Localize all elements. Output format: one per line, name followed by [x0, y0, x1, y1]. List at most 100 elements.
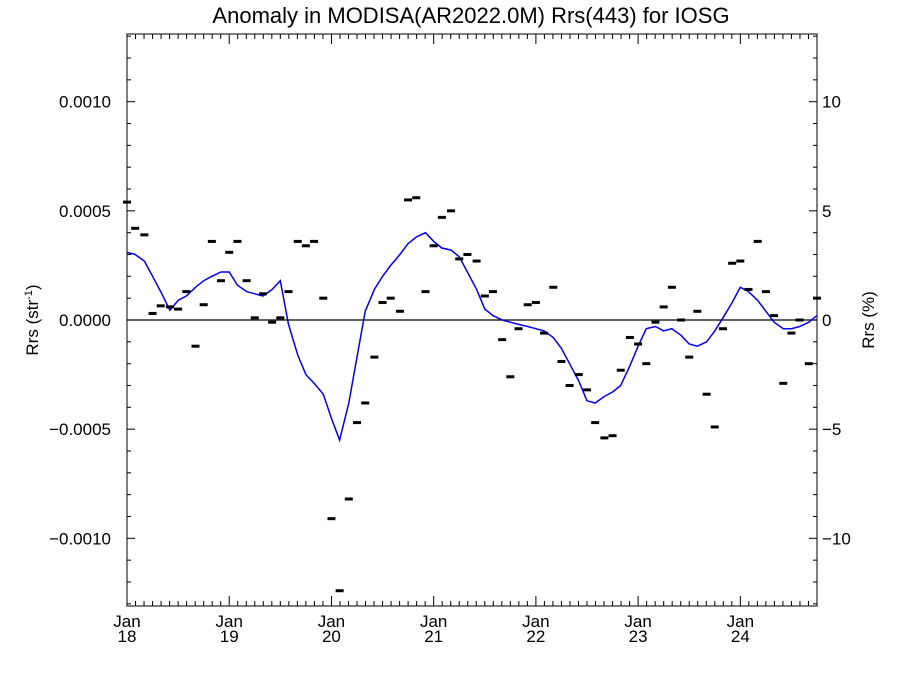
monthly-anomaly-point [165, 305, 174, 309]
y-tick-label-right: 5 [822, 202, 831, 221]
y-tick-label-left: −0.0005 [49, 420, 111, 439]
monthly-anomaly-point [327, 517, 336, 521]
monthly-anomaly-point [736, 259, 745, 263]
monthly-anomaly-point [199, 303, 208, 307]
monthly-anomaly-point [301, 244, 310, 248]
monthly-anomaly-point [395, 309, 404, 313]
monthly-anomaly-point [728, 261, 737, 265]
monthly-anomaly-point [761, 290, 770, 294]
monthly-anomaly-point [207, 239, 216, 243]
monthly-anomaly-point [583, 388, 591, 392]
monthly-anomaly-point [463, 253, 472, 257]
monthly-anomaly-point [779, 381, 788, 385]
monthly-anomaly-point [659, 305, 668, 309]
monthly-anomaly-point [258, 292, 267, 296]
monthly-anomaly-point [156, 304, 165, 308]
monthly-anomaly-point [702, 392, 711, 396]
x-tick-label-year: 20 [322, 627, 341, 646]
monthly-anomaly-point [523, 303, 532, 307]
monthly-anomaly-point [140, 233, 149, 237]
monthly-anomaly-point [787, 331, 796, 335]
smoothed-anomaly-line [126, 231, 818, 443]
monthly-anomaly-point [447, 209, 456, 213]
monthly-anomaly-point [608, 434, 617, 438]
monthly-anomaly-point [574, 373, 583, 377]
plot-area: 0.0010 0.0005 0.0000 −0.0005 −0.0010 10 5 0 −5 −1… [49, 33, 851, 646]
monthly-anomaly-point [685, 355, 694, 359]
monthly-anomaly-point [677, 318, 686, 322]
monthly-anomaly-point [319, 296, 328, 300]
x-tick-label-year: 19 [220, 627, 239, 646]
monthly-anomaly-point [242, 279, 251, 283]
x-tick-label-year: 24 [731, 627, 750, 646]
monthly-anomaly-point [795, 318, 804, 322]
y-tick-label-right: −5 [822, 420, 841, 439]
monthly-anomaly-point [753, 239, 762, 243]
monthly-anomaly-point [344, 497, 353, 501]
monthly-anomaly-point [174, 307, 183, 311]
monthly-anomaly-point [148, 311, 157, 315]
monthly-anomaly-point [625, 335, 634, 339]
monthly-anomaly-point [412, 196, 421, 200]
monthly-anomaly-point [616, 368, 625, 372]
monthly-anomaly-point [667, 285, 676, 289]
x-tick-label-month: Jan [420, 612, 447, 631]
monthly-anomaly-point [488, 290, 497, 294]
x-tick-label-month: Jan [113, 612, 140, 631]
x-tick-label-month: Jan [318, 612, 345, 631]
monthly-anomaly-point [131, 226, 140, 230]
monthly-anomaly-point [710, 425, 719, 429]
monthly-anomaly-point [718, 327, 727, 331]
monthly-anomaly-point [634, 342, 643, 346]
monthly-anomaly-point [429, 244, 438, 248]
monthly-anomaly-point [770, 314, 779, 318]
monthly-anomaly-point [182, 290, 191, 294]
monthly-anomaly-point [549, 285, 558, 289]
monthly-anomaly-point [225, 250, 234, 254]
monthly-anomaly-point [250, 316, 259, 320]
x-tick-label-month: Jan [624, 612, 651, 631]
monthly-anomaly-point [506, 375, 515, 379]
y-tick-label-right: 10 [822, 93, 841, 112]
monthly-anomaly-point [455, 257, 464, 261]
x-tick-label-year: 18 [118, 627, 137, 646]
monthly-anomaly-point [310, 239, 319, 243]
x-tick-label-year: 23 [629, 627, 648, 646]
chart-title: Anomaly in MODISA(AR2022.0M) Rrs(443) fo… [212, 3, 729, 28]
monthly-anomaly-point [651, 320, 660, 324]
y-tick-label-right: 0 [822, 311, 831, 330]
monthly-anomaly-point [268, 320, 277, 324]
monthly-anomaly-point [123, 200, 131, 204]
y-axis-title-left: Rrs (str-1) [23, 284, 42, 355]
monthly-anomaly-point [693, 309, 702, 313]
y-axis-title-right: Rrs (%) [859, 291, 878, 349]
monthly-anomaly-point [386, 296, 395, 300]
monthly-anomaly-point [421, 290, 430, 294]
monthly-anomaly-point [404, 198, 413, 202]
x-tick-label-month: Jan [727, 612, 754, 631]
monthly-anomaly-point [514, 327, 523, 331]
monthly-anomaly-point [472, 259, 481, 263]
monthly-anomaly-point [540, 331, 549, 335]
monthly-anomaly-point [353, 421, 361, 425]
monthly-anomaly-point [591, 421, 600, 425]
monthly-anomaly-point [480, 294, 489, 298]
monthly-anomaly-point [233, 239, 242, 243]
monthly-anomaly-point [498, 338, 507, 342]
x-tick-label-month: Jan [522, 612, 549, 631]
monthly-anomaly-point [600, 436, 609, 440]
monthly-anomaly-point [557, 359, 566, 363]
monthly-anomaly-point [531, 301, 540, 305]
y-tick-label-left: 0.0005 [59, 202, 111, 221]
x-tick-label-month: Jan [216, 612, 243, 631]
y-tick-label-left: 0.0010 [59, 93, 111, 112]
monthly-anomaly-point [642, 362, 651, 366]
monthly-anomaly-point [293, 239, 302, 243]
y-tick-label-left: 0.0000 [59, 311, 111, 330]
monthly-anomaly-point [804, 362, 813, 366]
x-tick-label-year: 22 [526, 627, 545, 646]
x-tick-label-year: 21 [424, 627, 443, 646]
monthly-anomaly-point [361, 401, 370, 405]
monthly-anomaly-point [565, 383, 574, 387]
